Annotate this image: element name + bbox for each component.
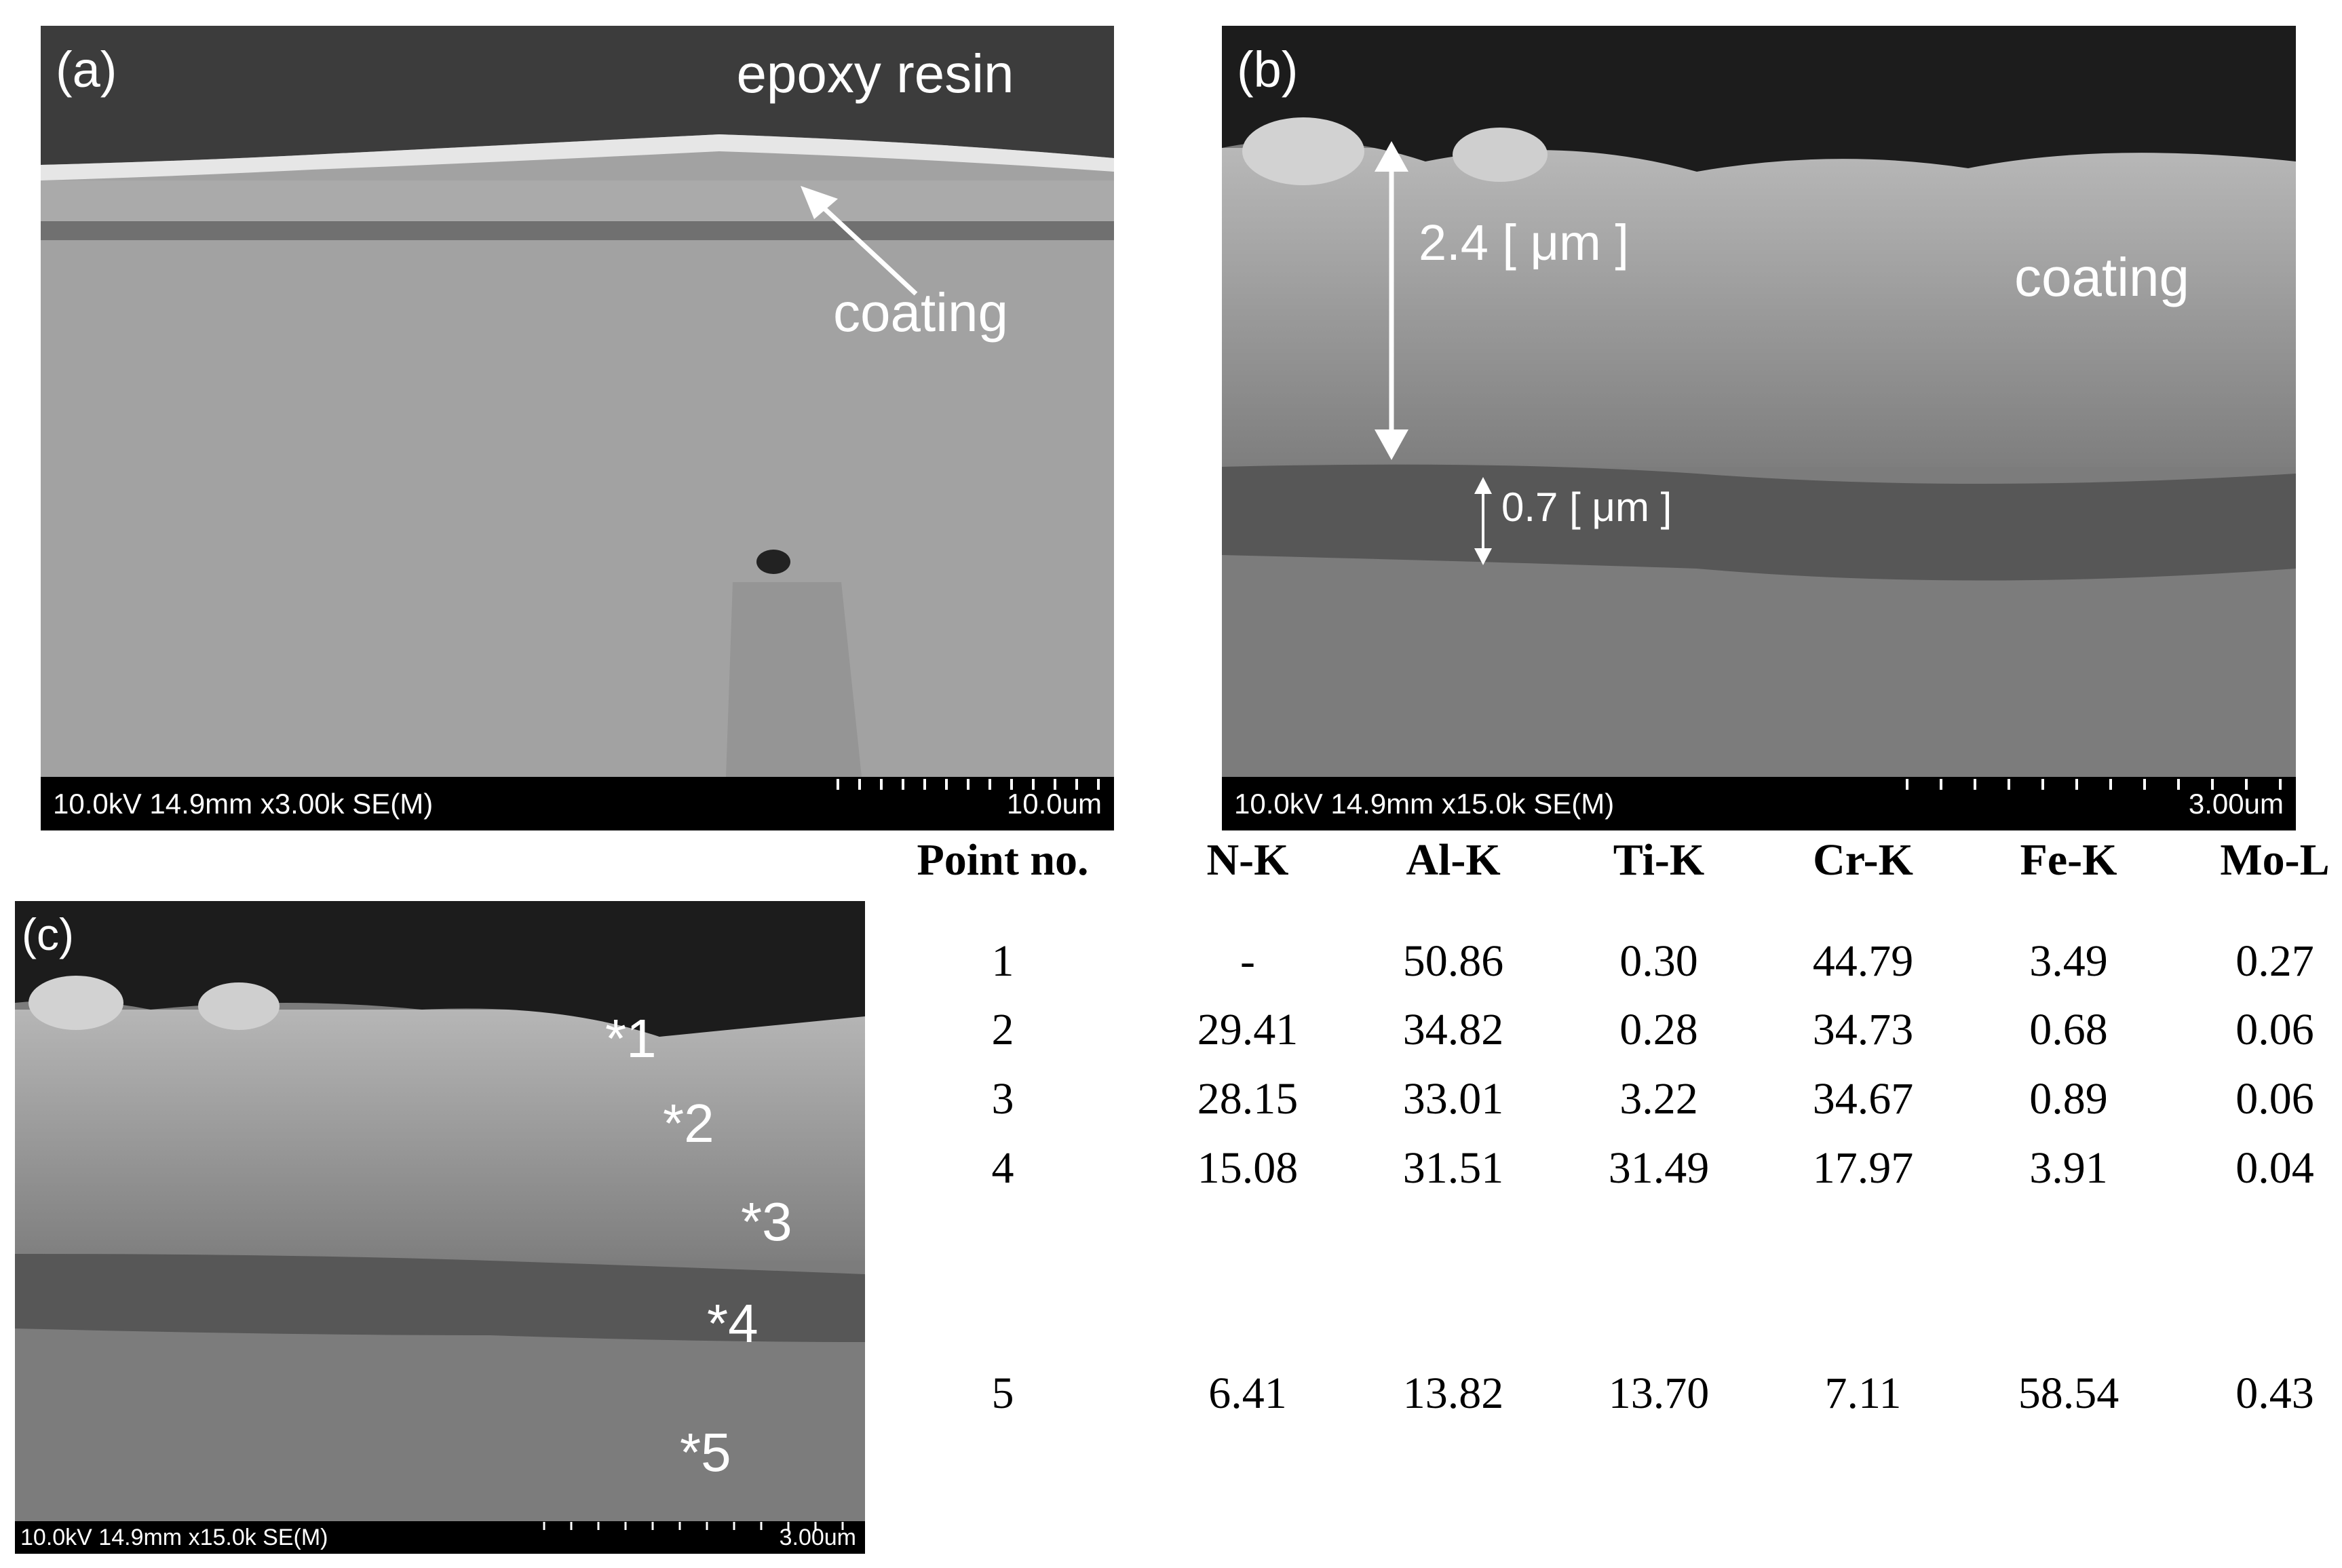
scale-label: 3.00um [780, 1525, 856, 1550]
table-cell: 0.27 [2235, 936, 2314, 986]
table-cell: 6.41 [1208, 1369, 1287, 1418]
table-cell: 2 [991, 1005, 1014, 1054]
table-cell: 13.82 [1402, 1369, 1504, 1418]
table-cell: 28.15 [1197, 1074, 1299, 1124]
table-cell: 4 [991, 1143, 1014, 1193]
scale-label: 3.00um [2189, 788, 2284, 820]
table-cell: 3 [991, 1074, 1014, 1124]
table-cell: 50.86 [1402, 936, 1504, 986]
sem-image-a: (a) epoxy resin coating 10.0kV 14.9mm x3… [41, 26, 1114, 830]
table-cell: 0.06 [2235, 1074, 2314, 1124]
table-cell: 58.54 [2018, 1369, 2119, 1418]
table-cell: 3.22 [1619, 1074, 1698, 1124]
table-header: N-K [1206, 835, 1289, 885]
info-bar: 10.0kV 14.9mm x3.00k SE(M) [53, 788, 433, 820]
table-cell: 31.49 [1608, 1143, 1710, 1193]
table-cell: 15.08 [1197, 1143, 1299, 1193]
table-cell: 0.04 [2235, 1143, 2314, 1193]
annotation: coating [833, 282, 1008, 343]
table-cell: 29.41 [1197, 1005, 1299, 1054]
scale-label: 10.0um [1007, 788, 1102, 820]
table-header: Mo-L [2220, 835, 2330, 885]
table-cell: 0.68 [2029, 1005, 2108, 1054]
table-cell: 5 [991, 1369, 1014, 1418]
table-cell: 0.89 [2029, 1074, 2108, 1124]
table-header: Point no. [917, 835, 1089, 885]
table-cell: 33.01 [1402, 1074, 1504, 1124]
point-marker: *1 [605, 1008, 657, 1069]
info-bar: 10.0kV 14.9mm x15.0k SE(M) [1234, 788, 1614, 820]
annotation: 0.7 [ μm ] [1501, 484, 1672, 530]
annotation: 2.4 [ μm ] [1419, 214, 1629, 271]
table-cell: 34.67 [1812, 1074, 1914, 1124]
panel-label: (b) [1237, 41, 1298, 98]
table-cell: 0.30 [1619, 936, 1698, 986]
point-marker: *4 [707, 1293, 759, 1354]
table-header: Fe-K [2020, 835, 2117, 885]
table-cell: 0.43 [2235, 1369, 2314, 1418]
info-bar: 10.0kV 14.9mm x15.0k SE(M) [20, 1525, 328, 1550]
annotation: coating [2014, 247, 2189, 307]
table-cell: 17.97 [1812, 1143, 1914, 1193]
point-marker: *5 [680, 1422, 731, 1483]
panel-label: (c) [22, 909, 74, 959]
table-header: Ti-K [1613, 835, 1705, 885]
table-cell: 34.82 [1402, 1005, 1504, 1054]
sem-image-c: (c) *1 *2 *3 *4 *5 10.0kV 14.9mm x15.0k … [15, 901, 865, 1554]
table-cell: 13.70 [1608, 1369, 1710, 1418]
table-cell: - [1240, 936, 1255, 986]
table-cell: 0.06 [2235, 1005, 2314, 1054]
table-header: Al-K [1406, 835, 1501, 885]
table-cell: 7.11 [1824, 1369, 1902, 1418]
annotation: epoxy resin [736, 43, 1014, 104]
table-cell: 0.28 [1619, 1005, 1698, 1054]
panel-label: (a) [56, 41, 117, 98]
point-marker: *3 [741, 1191, 792, 1252]
table-header: Cr-K [1813, 835, 1913, 885]
table-cell: 3.49 [2029, 936, 2108, 986]
point-marker: *2 [663, 1093, 714, 1153]
table-cell: 44.79 [1812, 936, 1914, 986]
table-cell: 3.91 [2029, 1143, 2108, 1193]
table-cell: 34.73 [1812, 1005, 1914, 1054]
table-cell: 31.51 [1402, 1143, 1504, 1193]
table-cell: 1 [991, 936, 1014, 986]
sem-image-b: (b) 2.4 [ μm ] coating 0.7 [ μm ] 10.0kV… [1222, 26, 2296, 830]
eds-table: Point no. N-K Al-K Ti-K Cr-K Fe-K Mo-L 1 - 50.86 0… [875, 835, 2342, 1445]
